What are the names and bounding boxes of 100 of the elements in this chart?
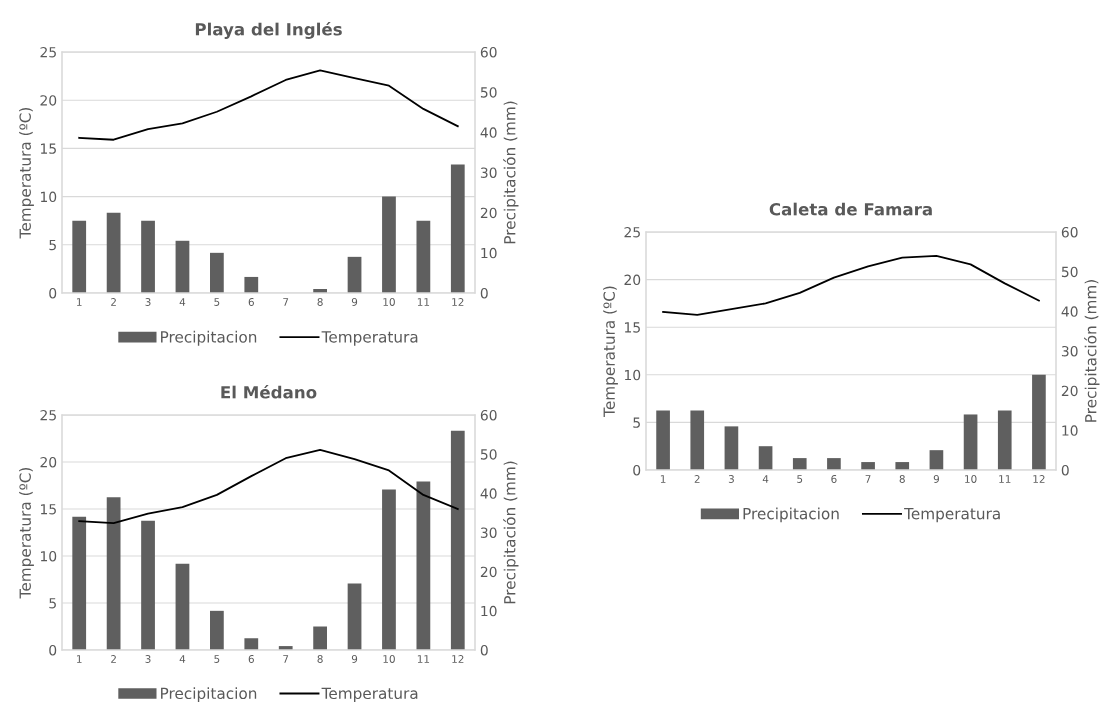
x-tick-label: 10 [965, 475, 977, 483]
y-axis-title: Temperatura (ºC) [603, 286, 618, 417]
y2-tick-label: 10 [481, 605, 497, 617]
bar [827, 458, 841, 470]
x-tick-label: 9 [351, 655, 358, 663]
bar [416, 220, 431, 293]
bar [656, 410, 670, 470]
y2-axis-title: Precipitación (mm) [503, 461, 519, 604]
x-tick-label: 10 [383, 298, 395, 306]
bar [72, 220, 87, 293]
bar [929, 450, 944, 470]
x-tick-label: 2 [111, 655, 116, 663]
line-series [78, 69, 459, 141]
y-tick-label: 10 [624, 369, 641, 381]
y-tick-label: 0 [49, 644, 57, 656]
bar [382, 196, 396, 293]
x-tick-label: 6 [248, 298, 254, 306]
bar [106, 212, 121, 293]
y2-tick-label: 0 [1061, 464, 1069, 476]
bar [1032, 374, 1046, 470]
x-tick-label: 11 [999, 475, 1011, 483]
y-tick-label: 5 [49, 598, 56, 609]
x-tick-label: 3 [728, 475, 734, 483]
chart-title: Caleta de Famara [769, 202, 932, 216]
bar [244, 276, 259, 293]
x-tick-label: 4 [179, 655, 186, 663]
x-tick-label: 9 [351, 298, 358, 306]
x-tick-label: 1 [77, 655, 82, 663]
legend-label: Temperatura [321, 331, 418, 346]
bar [792, 458, 807, 470]
y2-tick-label: 0 [480, 287, 488, 299]
y2-tick-label: 40 [480, 127, 497, 138]
x-tick-label: 7 [283, 298, 289, 306]
y2-tick-label: 40 [1061, 306, 1078, 317]
legend-label: Temperatura [321, 687, 418, 703]
x-tick-label: 12 [1033, 475, 1045, 483]
bar [72, 516, 87, 650]
y-tick-label: 5 [633, 417, 640, 428]
bar [895, 462, 910, 470]
bar [758, 446, 773, 470]
y-tick-label: 25 [40, 409, 56, 421]
x-tick-label: 5 [214, 655, 220, 663]
legend-label: Temperatura [904, 508, 1000, 523]
x-tick-label: 10 [383, 655, 395, 663]
x-tick-label: 2 [694, 475, 700, 483]
y2-tick-label: 10 [481, 247, 497, 259]
bar [175, 240, 190, 293]
legend-label: Precipitacion [743, 507, 839, 523]
x-tick-label: 6 [248, 655, 254, 663]
y-tick-label: 0 [633, 464, 641, 476]
y-tick-label: 20 [624, 274, 641, 286]
x-tick-label: 11 [417, 298, 430, 306]
y-tick-label: 15 [624, 322, 640, 333]
x-tick-label: 8 [317, 298, 323, 306]
bar [141, 520, 155, 650]
y2-tick-label: 60 [1061, 226, 1078, 238]
y-axis-title: Temperatura (ºC) [19, 107, 34, 239]
y-tick-label: 10 [40, 550, 57, 562]
y-tick-label: 0 [49, 287, 57, 299]
bar [209, 252, 224, 293]
y-tick-label: 15 [40, 504, 56, 515]
bar [963, 414, 978, 470]
y-axis-title: Temperatura (ºC) [19, 467, 34, 599]
x-tick-label: 1 [77, 298, 82, 306]
bar [690, 410, 705, 470]
chart-title: El Médano [221, 385, 317, 399]
bar [347, 583, 362, 650]
y-tick-label: 25 [624, 226, 640, 238]
y2-tick-label: 40 [480, 488, 497, 499]
bar [382, 489, 396, 650]
x-tick-label: 7 [283, 655, 289, 663]
bar [313, 626, 328, 650]
bar [106, 497, 121, 650]
x-tick-label: 8 [317, 655, 323, 663]
bar [450, 164, 465, 293]
y2-tick-label: 10 [1062, 425, 1078, 436]
bar [997, 410, 1012, 470]
y2-tick-label: 0 [480, 644, 488, 656]
y2-tick-label: 30 [480, 527, 497, 538]
y2-tick-label: 50 [480, 449, 497, 460]
x-tick-label: 6 [831, 475, 837, 483]
y-tick-label: 15 [40, 143, 56, 154]
y2-tick-label: 50 [1061, 266, 1078, 278]
x-tick-label: 8 [899, 475, 905, 483]
y2-tick-label: 60 [480, 46, 497, 58]
x-tick-label: 11 [417, 655, 430, 663]
x-tick-label: 2 [111, 298, 116, 306]
bar [141, 220, 155, 293]
bar [347, 256, 362, 293]
y2-axis-title: Precipitación (mm) [1084, 280, 1100, 422]
x-tick-label: 3 [145, 298, 151, 306]
y-tick-label: 20 [40, 95, 57, 106]
y2-tick-label: 50 [480, 87, 497, 98]
chart-title: Playa del Inglés [195, 22, 342, 39]
line-series [78, 448, 459, 525]
bar [861, 462, 875, 470]
x-tick-label: 5 [214, 298, 220, 306]
bar [175, 563, 190, 650]
bar [450, 430, 465, 650]
bar [244, 638, 259, 650]
